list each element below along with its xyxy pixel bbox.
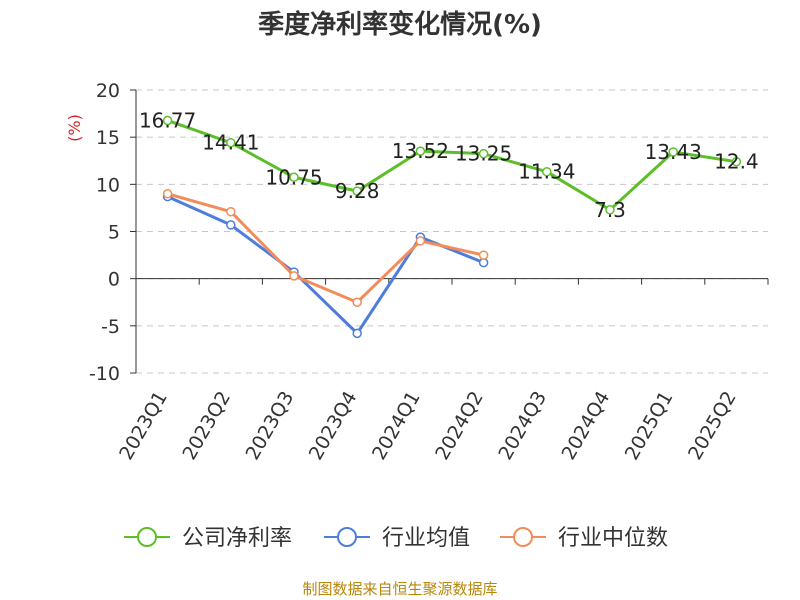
data-point: [162, 189, 173, 199]
data-point: [605, 205, 615, 215]
x-tick-label: 2025Q2: [684, 388, 741, 464]
legend-label: 行业中位数: [558, 526, 668, 551]
data-label: 13.25: [455, 142, 512, 166]
y-tick-label: 15: [96, 127, 120, 149]
data-point: [478, 250, 489, 260]
data-point: [542, 166, 552, 177]
x-tick-label: 2024Q1: [368, 388, 425, 464]
series-line: [167, 119, 737, 212]
data-point: [415, 146, 426, 156]
x-tick-label: 2025Q1: [621, 388, 678, 464]
data-point: [289, 172, 299, 183]
chart-title: 季度净利率变化情况(%): [258, 10, 542, 40]
data-point: [162, 115, 173, 126]
data-point: [478, 148, 489, 159]
legend-label: 公司净利率: [182, 526, 292, 551]
data-label: 14.41: [202, 131, 259, 155]
legend: 公司净利率 行业均值 行业中位数: [124, 526, 668, 551]
data-point: [352, 328, 362, 339]
data-label: 7.3: [594, 198, 626, 222]
legend-marker: [337, 527, 357, 547]
data-point: [226, 137, 236, 148]
data-label: 11.34: [518, 160, 575, 184]
x-tick-label: 2023Q3: [242, 388, 299, 464]
data-point: [352, 186, 362, 196]
y-tick-label: 0: [108, 269, 120, 291]
y-tick-label: 10: [96, 174, 120, 196]
x-tick-label: 2024Q4: [558, 388, 615, 464]
data-point: [226, 206, 236, 217]
series-line: [167, 192, 484, 304]
x-tick-label: 2023Q2: [178, 388, 235, 464]
legend-label: 行业均值: [382, 526, 470, 551]
series-layer: [162, 115, 742, 339]
series-line: [166, 195, 485, 335]
data-label: 13.43: [645, 140, 702, 164]
data-label: 13.52: [392, 139, 449, 163]
data-point: [731, 156, 742, 167]
x-tick-label: 2023Q4: [305, 388, 362, 464]
y-tick-label: 5: [108, 222, 120, 244]
y-axis-label: (%): [65, 114, 84, 142]
legend-marker: [513, 527, 533, 547]
data-point: [415, 236, 426, 246]
y-tick-label: -10: [89, 363, 120, 385]
x-tick-label: 2024Q3: [494, 388, 551, 464]
data-label: 16.77: [139, 108, 196, 132]
legend-marker: [137, 527, 157, 547]
data-label: 9.28: [335, 179, 380, 203]
y-tick-label: -5: [101, 316, 120, 338]
y-tick-label: 20: [96, 80, 120, 102]
data-point: [289, 271, 299, 281]
data-point: [668, 147, 678, 157]
data-point: [226, 220, 236, 230]
data-label: 10.75: [265, 165, 322, 189]
data-label: 12.4: [714, 150, 759, 174]
x-tick-label: 2024Q2: [431, 387, 488, 463]
x-tick-label: 2023Q1: [115, 388, 172, 464]
data-point: [352, 297, 362, 307]
source-note: 制图数据来自恒生聚源数据库: [302, 580, 498, 598]
